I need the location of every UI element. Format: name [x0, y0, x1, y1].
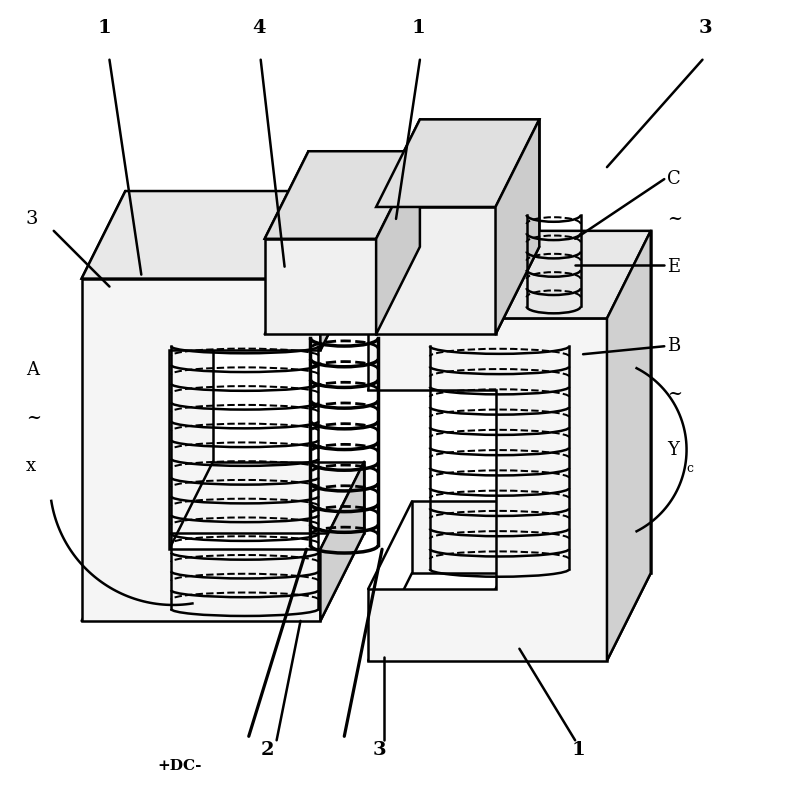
Text: 2: 2	[261, 741, 274, 759]
Polygon shape	[82, 191, 364, 279]
Text: x: x	[26, 457, 36, 474]
Text: ~: ~	[26, 409, 41, 427]
Text: 3: 3	[372, 741, 386, 759]
Polygon shape	[607, 231, 650, 661]
Polygon shape	[495, 119, 539, 334]
Text: 3: 3	[698, 19, 712, 37]
Polygon shape	[126, 191, 364, 533]
Text: 1: 1	[412, 19, 426, 37]
Text: C: C	[666, 170, 681, 188]
Polygon shape	[412, 231, 650, 573]
Polygon shape	[321, 191, 364, 350]
Polygon shape	[420, 119, 539, 247]
Polygon shape	[376, 151, 420, 334]
Text: B: B	[666, 338, 680, 355]
Text: ~: ~	[666, 385, 682, 403]
Text: 1: 1	[98, 19, 111, 37]
Text: 1: 1	[571, 741, 585, 759]
Polygon shape	[376, 207, 495, 334]
Text: +DC-: +DC-	[158, 759, 202, 773]
Polygon shape	[82, 279, 321, 621]
Polygon shape	[321, 462, 364, 621]
Polygon shape	[368, 318, 607, 661]
Polygon shape	[265, 239, 376, 334]
Text: Y: Y	[666, 441, 678, 458]
Polygon shape	[368, 231, 650, 318]
Polygon shape	[309, 151, 420, 247]
Text: c: c	[686, 462, 694, 474]
Text: 4: 4	[253, 19, 266, 37]
Text: 3: 3	[26, 210, 38, 228]
Text: E: E	[666, 258, 680, 275]
Polygon shape	[376, 119, 539, 207]
Text: ~: ~	[666, 210, 682, 228]
Polygon shape	[265, 151, 420, 239]
Text: A: A	[26, 361, 39, 379]
